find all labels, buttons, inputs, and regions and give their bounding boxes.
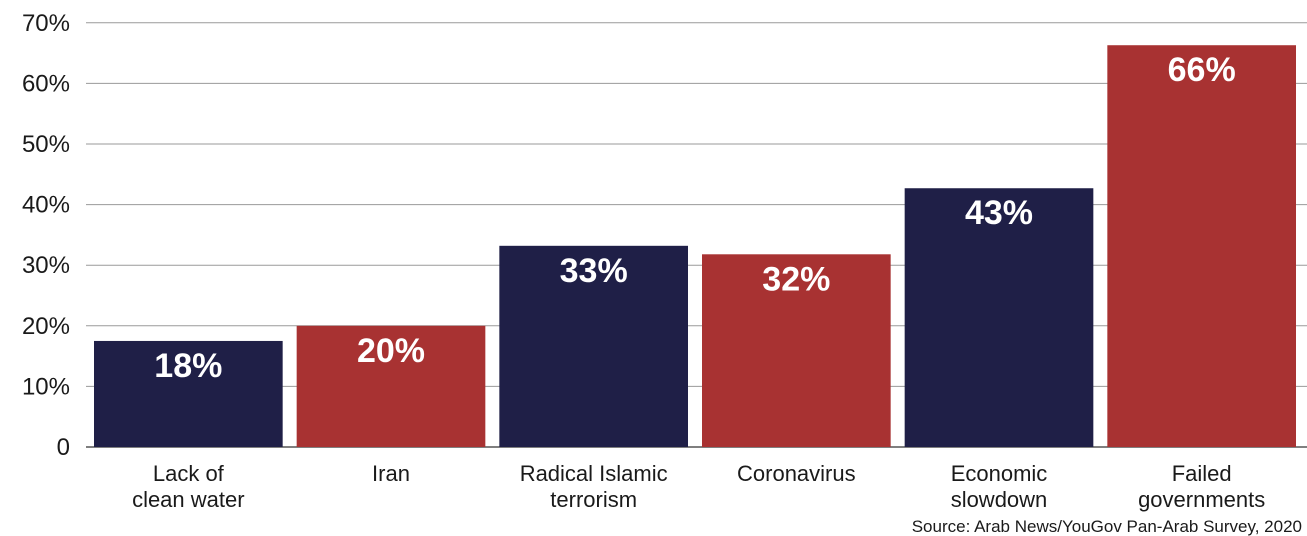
- y-tick-label: 20%: [22, 313, 70, 340]
- y-tick-label: 70%: [22, 10, 70, 37]
- gridlines: [86, 22, 1307, 448]
- bar-value-label: 33%: [560, 252, 628, 290]
- x-axis-category-labels: Lack of clean water Iran Radical Islamic ter…: [132, 461, 1265, 512]
- x-category-label: Coronavirus: [737, 461, 856, 486]
- bar: [1107, 45, 1296, 448]
- x-category-label: Economic slowdown: [951, 461, 1048, 512]
- y-tick-label: 60%: [22, 70, 70, 97]
- x-category-label: Lack of clean water: [132, 461, 245, 512]
- bar-value-label: 66%: [1168, 51, 1236, 89]
- y-tick-label: 40%: [22, 192, 70, 219]
- bar: [94, 340, 283, 447]
- bar: [904, 188, 1094, 447]
- y-tick-label: 0: [57, 434, 70, 461]
- x-category-label: Failed governments: [1138, 461, 1265, 512]
- bar-value-label: 43%: [965, 194, 1033, 232]
- bar: [499, 245, 688, 447]
- y-tick-label: 50%: [22, 131, 70, 158]
- bars: [94, 45, 1296, 448]
- x-category-label: Radical Islamic terrorism: [520, 461, 668, 512]
- y-tick-label: 30%: [22, 252, 70, 279]
- y-axis-tick-labels: 0 10% 20% 30% 40% 50% 60% 70%: [22, 10, 70, 461]
- bar-value-labels: 18% 20% 33% 32% 43% 66%: [154, 51, 1235, 385]
- bar-value-label: 18%: [154, 347, 222, 385]
- source-note: Source: Arab News/YouGov Pan-Arab Survey…: [912, 517, 1302, 536]
- x-category-label: Iran: [372, 461, 410, 486]
- bar: [702, 254, 891, 447]
- bar-value-label: 20%: [357, 332, 425, 370]
- bar-value-label: 32%: [762, 260, 830, 298]
- bar: [296, 325, 486, 447]
- y-tick-label: 10%: [22, 373, 70, 400]
